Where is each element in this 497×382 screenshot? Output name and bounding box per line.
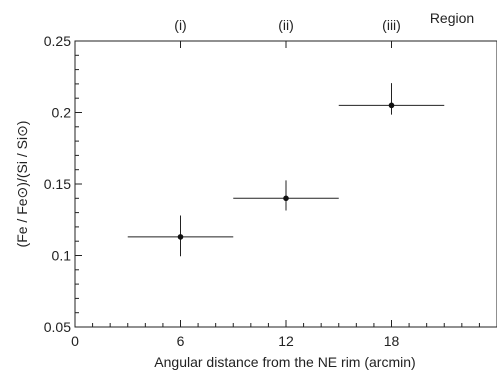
x-tick-label: 12: [278, 333, 294, 349]
y-tick-label: 0.2: [52, 105, 72, 121]
top-axis-ticks: (i) (ii) (iii): [174, 17, 401, 48]
data-point: [177, 234, 184, 240]
y-tick-label: 0.15: [44, 176, 71, 192]
top-axis-title: Region: [430, 10, 474, 26]
y-tick-label: 0.05: [44, 319, 71, 335]
x-tick-label: 0: [71, 333, 79, 349]
x-tick-label: 18: [384, 333, 400, 349]
y-axis-ticks: 0.05 0.1 0.15 0.2 0.25: [44, 33, 82, 335]
x-axis-ticks: 0 6 12 18: [71, 320, 480, 349]
data-point: [283, 195, 289, 202]
region-label: (iii): [382, 17, 401, 33]
data-point: [388, 102, 395, 109]
y-axis-title: (Fe / Fe⊙)/(Si / Si⊙): [14, 121, 30, 248]
region-label: (i): [174, 17, 186, 33]
y-tick-label: 0.25: [44, 33, 71, 49]
x-axis-title: Angular distance from the NE rim (arcmin…: [154, 354, 415, 370]
region-label: (ii): [278, 17, 294, 33]
data-points: [127, 83, 445, 257]
y-tick-label: 0.1: [52, 248, 72, 264]
x-tick-label: 6: [177, 333, 185, 349]
